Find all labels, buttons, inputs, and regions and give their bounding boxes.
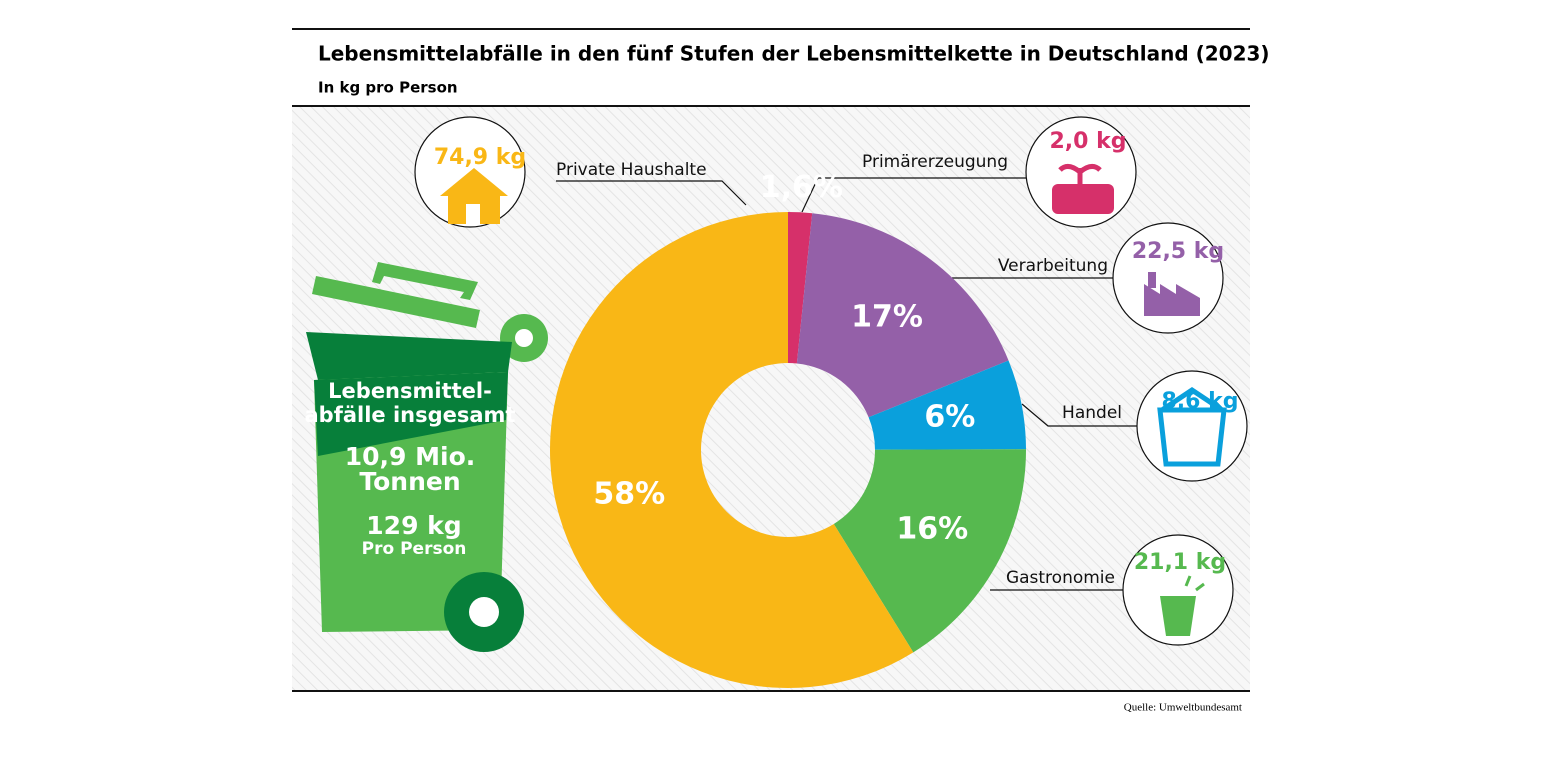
pie-slice — [796, 213, 1009, 418]
category-label: Gastronomie — [1006, 568, 1115, 588]
pie-slice — [833, 449, 1026, 653]
icons — [440, 164, 1227, 636]
bin-per-person: Pro Person — [362, 539, 467, 559]
value-label: 16% — [896, 512, 968, 547]
leader-lines — [556, 177, 1137, 591]
bin-per-person: 129 kg — [366, 511, 461, 540]
category-label: Private Haushalte — [556, 160, 707, 180]
trash-bin — [306, 262, 548, 652]
bin-title: Lebensmittel- — [328, 379, 492, 403]
chart-title: Lebensmittelabfälle in den fünf Stufen d… — [318, 42, 1270, 66]
value-label: 58% — [593, 477, 665, 512]
amount-label: 22,5 kg — [1132, 239, 1224, 264]
bin-total: Tonnen — [359, 467, 460, 496]
value-label: 6% — [924, 400, 975, 435]
category-label: Primärerzeugung — [862, 152, 1008, 172]
pie-slice — [868, 360, 1026, 450]
amount-label: 2,0 kg — [1049, 129, 1126, 154]
pie-slice — [788, 212, 813, 364]
chart-subtitle: In kg pro Person — [318, 79, 458, 97]
value-label: 1,6% — [760, 170, 843, 205]
amount-label: 21,1 kg — [1134, 550, 1226, 575]
category-label: Verarbeitung — [998, 256, 1108, 276]
amount-label: 74,9 kg — [434, 145, 526, 170]
amount-label: 8,6 kg — [1161, 389, 1238, 414]
bin-title: abfälle insgesamt — [305, 403, 516, 427]
source: Quelle: Umweltbundesamt — [1124, 702, 1242, 714]
value-label: 17% — [851, 300, 923, 335]
pie-slice — [550, 212, 914, 688]
bin-total: 10,9 Mio. — [345, 442, 476, 471]
category-label: Handel — [1062, 403, 1122, 423]
